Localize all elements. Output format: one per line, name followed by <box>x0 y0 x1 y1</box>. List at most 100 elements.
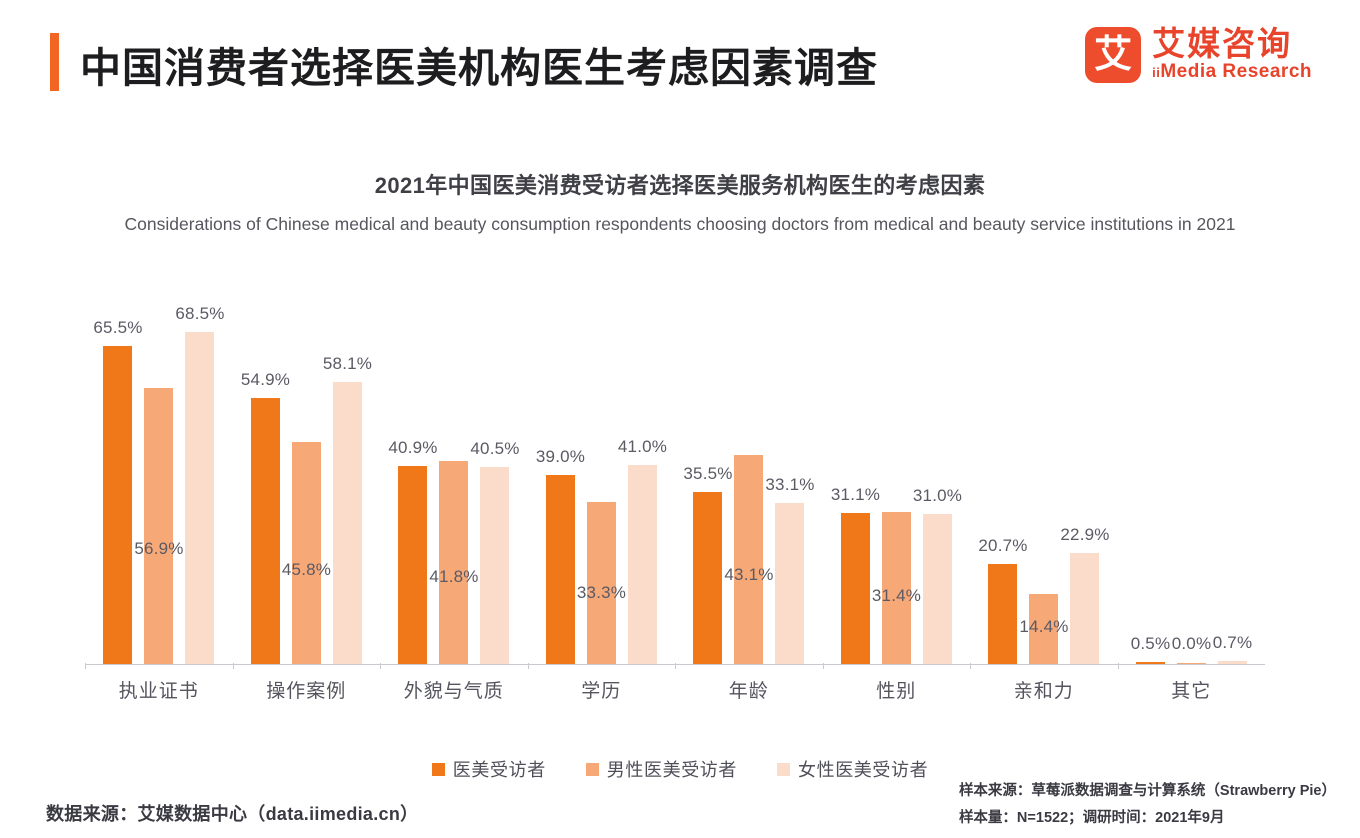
bar[interactable] <box>185 331 214 664</box>
bar-value-label: 20.7% <box>978 535 1028 555</box>
bar[interactable] <box>398 465 427 664</box>
bar[interactable] <box>988 563 1017 664</box>
bar[interactable] <box>693 491 722 664</box>
logo-en-prefix: ii <box>1152 65 1161 81</box>
logo-cn-name: 艾媒咨询 <box>1152 25 1293 63</box>
chart-title: 2021年中国医美消费受访者选择医美服务机构医生的考虑因素 <box>374 173 986 198</box>
brand-logo: 艾 艾媒咨询 iiMedia Research <box>1085 25 1312 83</box>
chart-subtitle: Considerations of Chinese medical and be… <box>124 214 1236 234</box>
logo-mark-icon: 艾 <box>1085 27 1142 83</box>
legend-label: 男性医美受访者 <box>606 760 737 780</box>
bar-column[interactable]: 31.0% <box>913 300 962 664</box>
bar[interactable] <box>250 397 280 664</box>
bar-column[interactable]: 0.7% <box>1213 300 1252 664</box>
bar[interactable] <box>1217 660 1247 664</box>
legend-item[interactable]: 女性医美受访者 <box>777 756 928 782</box>
bar-value-label: 31.1% <box>830 485 881 505</box>
axis-tick <box>675 663 676 669</box>
footer-sample-source: 样本来源：草莓派数据调查与计算系统（Strawberry Pie） <box>958 783 1336 799</box>
bar-column[interactable]: 45.8% <box>282 300 331 664</box>
bar-group: 40.9% 41.8% 40.5% <box>380 300 528 669</box>
axis-tick <box>232 663 234 669</box>
bar[interactable] <box>103 346 132 664</box>
bar-value-label: 22.9% <box>1060 524 1110 544</box>
bar-column[interactable]: 0.0% <box>1172 300 1211 664</box>
x-axis-label-1: 操作案例 <box>266 681 347 702</box>
bar[interactable] <box>291 441 321 664</box>
bar-column[interactable]: 0.5% <box>1131 300 1170 664</box>
bar-group: 65.5% 56.9% 68.5% <box>85 300 233 669</box>
bar-column[interactable]: 33.3% <box>577 300 626 664</box>
bar[interactable] <box>480 467 509 664</box>
bar-set: 40.9% 41.8% 40.5% <box>380 300 528 664</box>
bar[interactable] <box>439 461 468 664</box>
bar-value-label: 56.9% <box>134 539 184 559</box>
bar-column[interactable]: 56.9% <box>134 300 183 664</box>
bar-column[interactable]: 68.5% <box>175 300 224 664</box>
bar-column[interactable]: 31.4% <box>872 300 921 664</box>
bar[interactable] <box>922 513 952 664</box>
bar-column[interactable]: 20.7% <box>978 300 1027 664</box>
bar-column[interactable]: 58.1% <box>323 300 372 664</box>
bar[interactable] <box>144 387 173 664</box>
bar-groups: 65.5% 56.9% 68.5% 54.9% 45.8% 58.1% 40.9% 41.8%… <box>85 300 1266 669</box>
bar-column[interactable]: 22.9% <box>1060 300 1109 664</box>
axis-tick <box>380 663 381 669</box>
bar-column[interactable]: 40.9% <box>388 300 437 664</box>
x-axis-category-labels: 执业证书 操作案例 外貌与气质 学历 年龄 性别 亲和力 其它 <box>85 676 1265 703</box>
bar-value-label: 31.0% <box>912 485 963 505</box>
bar-column[interactable]: 54.9% <box>241 300 290 664</box>
bar-value-label: 40.9% <box>388 437 438 457</box>
bar-value-label: 45.8% <box>281 559 332 579</box>
bar-column[interactable]: 40.5% <box>470 300 519 664</box>
bar-column[interactable]: 31.1% <box>831 300 880 664</box>
bar-set: 20.7% 14.4% 22.9% <box>970 300 1118 664</box>
legend-item[interactable]: 医美受访者 <box>431 756 546 782</box>
bar-value-label: 54.9% <box>240 369 291 389</box>
bar[interactable] <box>1070 552 1099 664</box>
x-axis-label-6: 亲和力 <box>1013 681 1074 702</box>
bar[interactable] <box>775 503 804 664</box>
bar[interactable] <box>627 465 657 664</box>
bar[interactable] <box>840 513 870 664</box>
bar[interactable] <box>332 382 362 664</box>
bar-value-label: 31.4% <box>871 586 922 606</box>
axis-tick <box>1117 663 1119 669</box>
x-axis-label-7: 其它 <box>1171 681 1212 702</box>
bar-column[interactable]: 43.1% <box>724 300 773 664</box>
bar-set: 39.0% 33.3% 41.0% <box>528 300 676 664</box>
bar[interactable] <box>545 474 575 664</box>
bar-group: 0.5% 0.0% 0.7% <box>1117 300 1266 669</box>
bar[interactable] <box>1029 594 1058 664</box>
bar[interactable] <box>1135 661 1165 664</box>
bar-column[interactable]: 35.5% <box>683 300 732 664</box>
page-header: 中国消费者选择医美机构医生考虑因素调查 艾 艾媒咨询 iiMedia Resea… <box>0 0 1360 120</box>
bar-value-label: 65.5% <box>93 318 143 338</box>
logo-en-main: Media Research <box>1160 61 1312 83</box>
bar[interactable] <box>881 511 911 664</box>
legend-swatch-icon <box>777 762 790 776</box>
bar-group: 20.7% 14.4% 22.9% <box>970 300 1118 669</box>
bar-value-label: 14.4% <box>1019 617 1069 637</box>
bar[interactable] <box>586 502 616 664</box>
bar-column[interactable]: 14.4% <box>1019 300 1068 664</box>
page-title: 中国消费者选择医美机构医生考虑因素调查 <box>80 45 878 91</box>
bar-value-label: 41.8% <box>429 566 479 586</box>
legend-item[interactable]: 男性医美受访者 <box>585 756 737 782</box>
bar-column[interactable]: 41.8% <box>429 300 478 664</box>
bar-value-label: 35.5% <box>683 463 733 483</box>
bar-column[interactable]: 65.5% <box>93 300 142 664</box>
bar-column[interactable]: 39.0% <box>536 300 585 664</box>
bar-column[interactable]: 41.0% <box>618 300 667 664</box>
bar-group: 35.5% 43.1% 33.1% <box>675 300 823 669</box>
bar[interactable] <box>1176 663 1206 664</box>
bar-column[interactable]: 33.1% <box>765 300 814 664</box>
x-axis-label-5: 性别 <box>876 681 917 702</box>
logo-en-name: iiMedia Research <box>1152 61 1312 83</box>
bar-value-label: 40.5% <box>470 439 520 459</box>
logo-text: 艾媒咨询 iiMedia Research <box>1152 25 1312 83</box>
bar-set: 54.9% 45.8% 58.1% <box>233 300 381 664</box>
bar[interactable] <box>734 454 763 664</box>
x-axis-label-4: 年龄 <box>728 681 769 702</box>
bar-value-label: 68.5% <box>175 303 225 323</box>
